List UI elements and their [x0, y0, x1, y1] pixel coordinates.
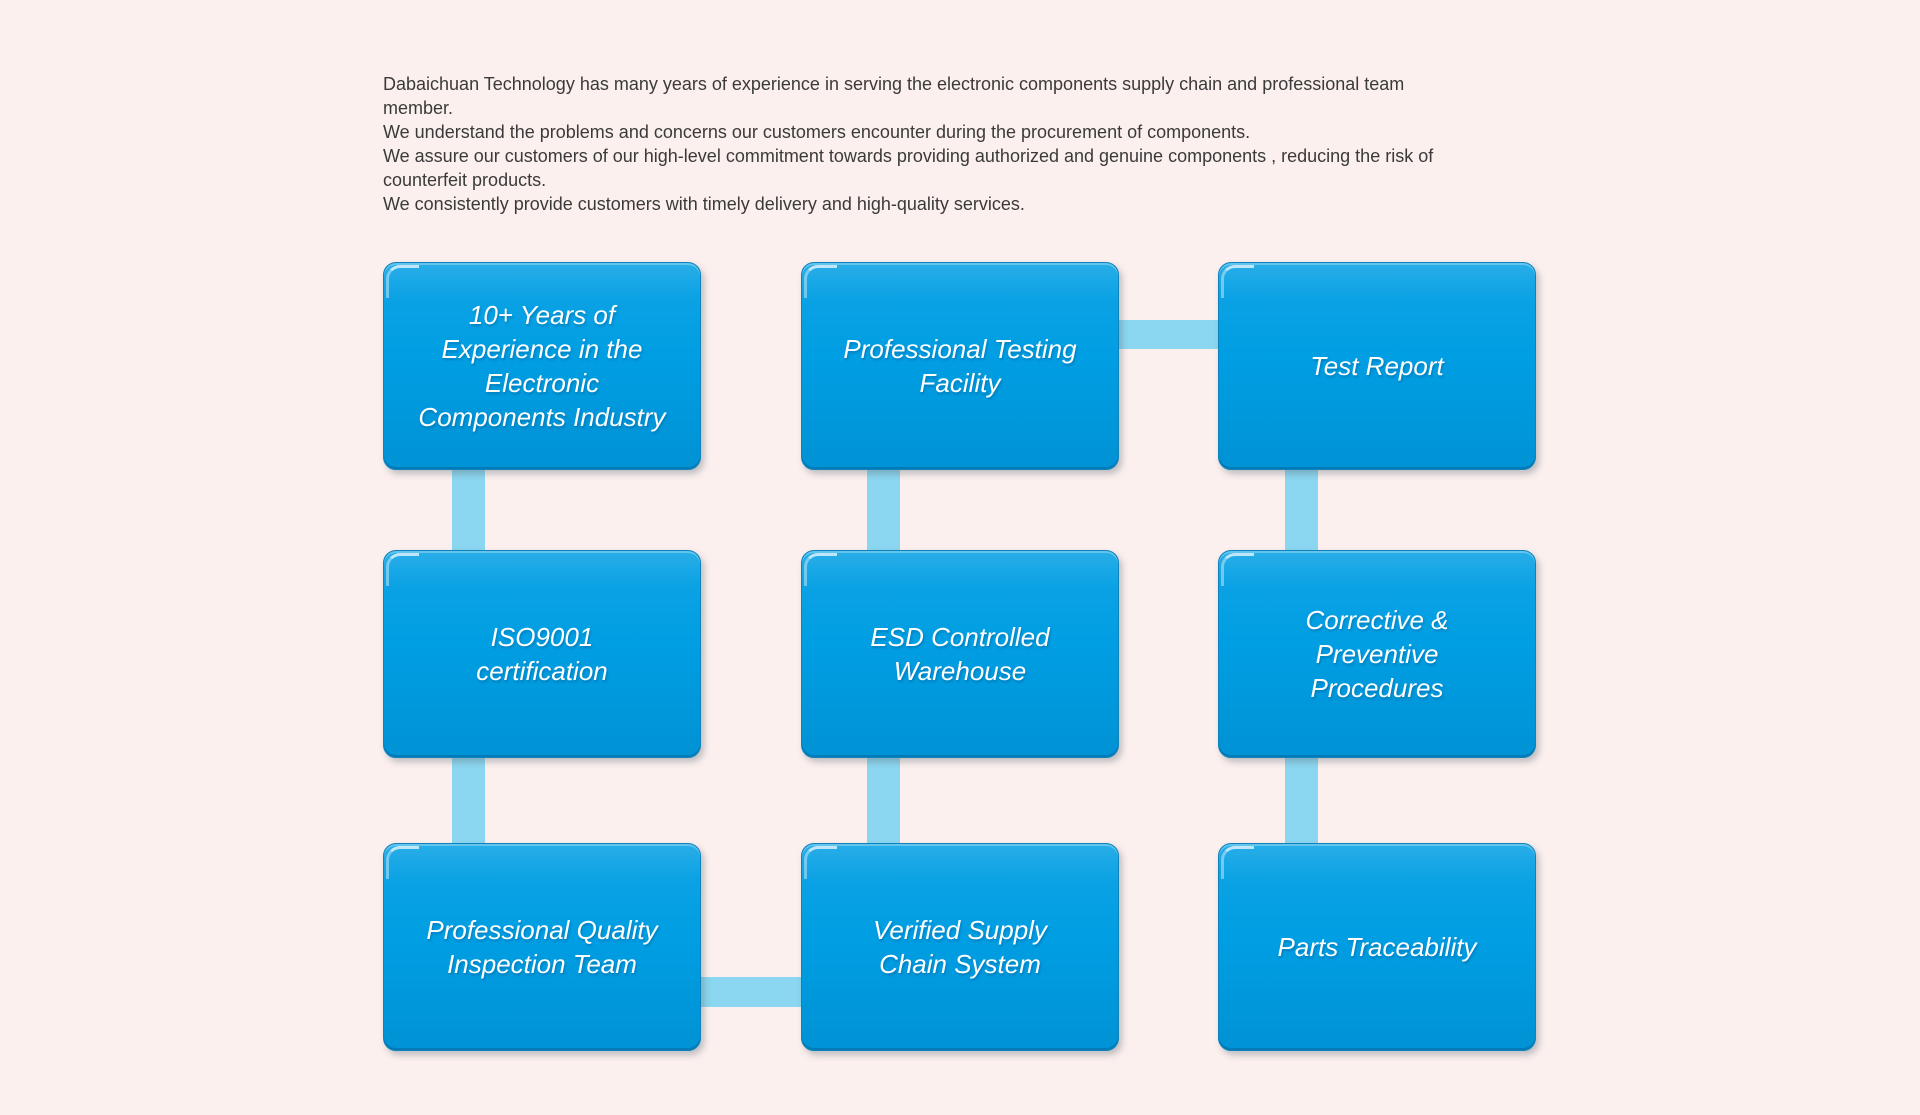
node-inspection-team: Professional Quality Inspection Team [383, 843, 701, 1051]
node-testing-facility-label: Professional Testing Facility [843, 334, 1077, 398]
node-iso9001: ISO9001 certification [383, 550, 701, 758]
connector-row1-horizontal [1105, 320, 1230, 349]
node-corrective-preventive: Corrective & Preventive Procedures [1218, 550, 1536, 758]
node-esd-warehouse: ESD Controlled Warehouse [801, 550, 1119, 758]
connector-col1-top [452, 455, 485, 565]
node-testing-facility: Professional Testing Facility [801, 262, 1119, 470]
connector-col1-bottom [452, 742, 485, 858]
node-corrective-preventive-label: Corrective & Preventive Procedures [1305, 605, 1449, 703]
node-esd-warehouse-label: ESD Controlled Warehouse [870, 622, 1050, 686]
connector-col3-bottom [1285, 742, 1318, 858]
intro-line-4: We assure our customers of our high-leve… [383, 146, 1434, 166]
intro-line-6: We consistently provide customers with t… [383, 194, 1025, 214]
connector-col2-top [867, 455, 900, 565]
connector-col3-top [1285, 455, 1318, 565]
node-experience-label: 10+ Years of Experience in the Electroni… [418, 300, 666, 432]
node-test-report-label: Test Report [1310, 351, 1444, 381]
node-parts-traceability: Parts Traceability [1218, 843, 1536, 1051]
intro-line-3: We understand the problems and concerns … [383, 122, 1251, 142]
intro-line-5: counterfeit products. [383, 170, 547, 190]
connector-col2-bottom [867, 742, 900, 858]
intro-paragraph: Dabaichuan Technology has many years of … [383, 72, 1433, 216]
node-iso9001-label: ISO9001 certification [476, 622, 608, 686]
node-test-report: Test Report [1218, 262, 1536, 470]
node-supply-chain: Verified Supply Chain System [801, 843, 1119, 1051]
node-parts-traceability-label: Parts Traceability [1277, 932, 1477, 962]
node-supply-chain-label: Verified Supply Chain System [873, 915, 1047, 979]
node-experience: 10+ Years of Experience in the Electroni… [383, 262, 701, 470]
intro-line-2: member. [383, 98, 454, 118]
node-inspection-team-label: Professional Quality Inspection Team [426, 915, 658, 979]
connector-row3-horizontal [695, 977, 807, 1007]
intro-line-1: Dabaichuan Technology has many years of … [383, 74, 1405, 94]
